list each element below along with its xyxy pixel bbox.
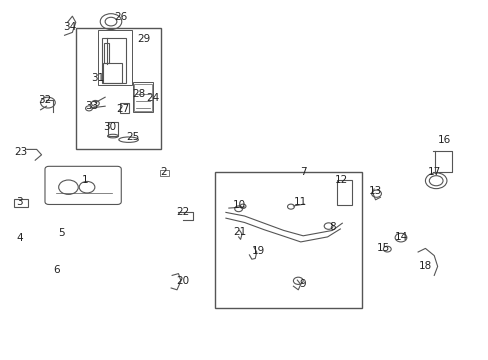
- Bar: [98, 30, 132, 85]
- Text: 6: 6: [53, 265, 60, 275]
- Text: 9: 9: [299, 279, 306, 289]
- Text: 21: 21: [232, 227, 246, 237]
- Text: 5: 5: [58, 228, 64, 238]
- Text: 16: 16: [436, 135, 450, 145]
- Bar: [102, 63, 122, 83]
- Bar: [76, 28, 161, 149]
- Bar: [134, 84, 151, 111]
- Bar: [107, 122, 118, 136]
- Bar: [120, 103, 128, 113]
- Text: 29: 29: [137, 34, 151, 44]
- Text: 13: 13: [368, 186, 382, 196]
- Text: 15: 15: [376, 243, 390, 253]
- Text: 26: 26: [114, 12, 128, 22]
- Text: 20: 20: [176, 276, 188, 286]
- Text: 24: 24: [146, 93, 160, 103]
- Text: 18: 18: [418, 261, 431, 271]
- Text: 27: 27: [116, 104, 130, 114]
- Text: 11: 11: [293, 197, 307, 207]
- Text: 19: 19: [251, 246, 264, 256]
- Text: 25: 25: [126, 132, 140, 142]
- Bar: [337, 180, 351, 205]
- Bar: [14, 199, 28, 207]
- Text: 1: 1: [82, 175, 89, 185]
- Bar: [160, 170, 169, 176]
- Text: 3: 3: [16, 197, 23, 207]
- Text: 23: 23: [14, 147, 27, 157]
- Text: 12: 12: [334, 175, 347, 185]
- Text: 10: 10: [233, 200, 245, 210]
- Text: 7: 7: [299, 167, 306, 177]
- Text: 33: 33: [85, 101, 99, 111]
- Text: 34: 34: [62, 22, 76, 32]
- Bar: [104, 43, 109, 63]
- Text: 17: 17: [427, 167, 440, 177]
- Text: 30: 30: [103, 122, 116, 132]
- Text: 2: 2: [160, 167, 167, 177]
- Bar: [133, 82, 153, 112]
- Text: 28: 28: [131, 89, 145, 99]
- Text: 32: 32: [38, 95, 52, 105]
- Bar: [102, 38, 126, 83]
- Text: 8: 8: [328, 222, 335, 232]
- Text: 4: 4: [16, 233, 23, 243]
- Text: 14: 14: [393, 232, 407, 242]
- Bar: [215, 172, 361, 308]
- Text: 31: 31: [91, 73, 104, 84]
- Text: 22: 22: [176, 207, 190, 217]
